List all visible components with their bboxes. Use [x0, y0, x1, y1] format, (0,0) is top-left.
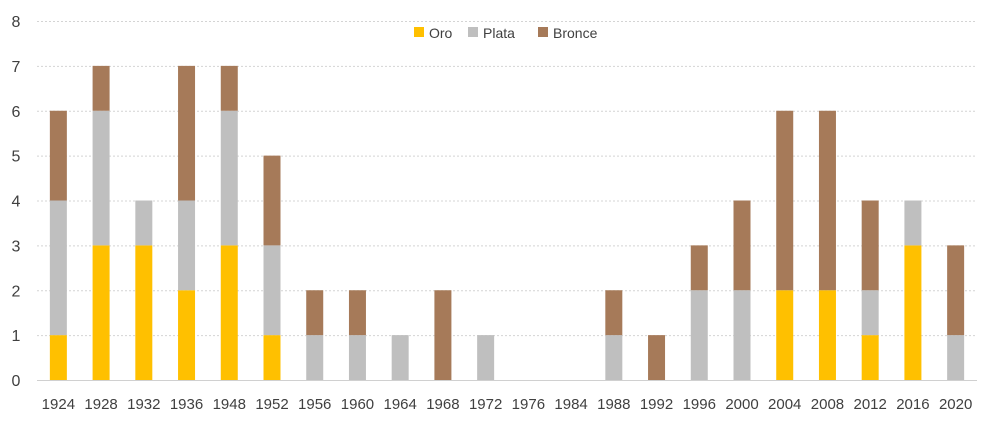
legend-label: Plata [483, 25, 515, 41]
legend-swatch [468, 27, 478, 37]
y-tick-label: 3 [12, 238, 21, 255]
x-tick-label: 1932 [127, 396, 160, 413]
bar-plata-1936 [178, 200, 196, 291]
gridlines [37, 21, 977, 337]
bar-plata-1996 [690, 290, 708, 380]
y-tick-label: 6 [12, 104, 21, 121]
bar-plata-1972 [477, 335, 495, 380]
x-tick-label: 1936 [170, 396, 203, 413]
x-tick-label: 1968 [426, 396, 459, 413]
x-tick-label: 1924 [42, 396, 75, 413]
bar-bronce-1988 [605, 290, 623, 336]
y-axis-ticks: 0 1 2 3 4 5 6 7 8 [12, 14, 21, 390]
legend: Oro Plata Bronce [414, 25, 598, 41]
bar-bronce-2012 [861, 200, 879, 291]
x-tick-label: 1956 [298, 396, 331, 413]
x-tick-label: 2000 [725, 396, 758, 413]
bar-oro-1948 [220, 245, 238, 380]
y-tick-label: 2 [12, 283, 21, 300]
bar-plata-1948 [220, 110, 238, 246]
x-axis-ticks: 1924 1928 1932 1936 1948 1952 1956 1960 1964 1968… [42, 396, 973, 413]
bar-plata-1928 [92, 110, 110, 246]
bar-bronce-1996 [690, 245, 708, 291]
bar-bronce-2020 [947, 245, 965, 336]
bar-bronce-1952 [263, 155, 281, 246]
x-tick-label: 1928 [84, 396, 117, 413]
bar-oro-2008 [818, 290, 836, 380]
x-tick-label: 1996 [683, 396, 716, 413]
bar-plata-2012 [861, 290, 879, 336]
bar-plata-1988 [605, 335, 623, 380]
bar-bronce-1928 [92, 65, 110, 111]
y-tick-label: 1 [12, 328, 21, 345]
x-tick-label: 1984 [554, 396, 587, 413]
legend-swatch [414, 27, 424, 37]
y-tick-label: 8 [12, 14, 21, 31]
bar-plata-1956 [306, 335, 324, 380]
x-tick-label: 1972 [469, 396, 502, 413]
bars [49, 65, 965, 380]
bar-bronce-2004 [776, 110, 794, 291]
bar-oro-1936 [178, 290, 196, 380]
bar-bronce-2008 [818, 110, 836, 291]
x-tick-label: 1948 [213, 396, 246, 413]
legend-item-plata: Plata [468, 25, 515, 41]
bar-plata-1932 [135, 200, 153, 246]
bar-oro-1932 [135, 245, 153, 380]
bar-plata-1964 [391, 335, 409, 380]
x-tick-label: 2016 [896, 396, 929, 413]
y-tick-label: 7 [12, 59, 21, 76]
bar-bronce-1924 [49, 110, 67, 201]
bar-bronce-1960 [348, 290, 366, 336]
bar-bronce-1956 [306, 290, 324, 336]
bar-bronce-1992 [648, 335, 666, 380]
bar-oro-2004 [776, 290, 794, 380]
bar-plata-2016 [904, 200, 922, 246]
x-tick-label: 1988 [597, 396, 630, 413]
bar-oro-2016 [904, 245, 922, 380]
bar-oro-2012 [861, 335, 879, 380]
bar-plata-2000 [733, 290, 751, 380]
bar-oro-1924 [49, 335, 67, 380]
x-tick-label: 1992 [640, 396, 673, 413]
x-tick-label: 2008 [811, 396, 844, 413]
bar-plata-1952 [263, 245, 281, 336]
bar-oro-1952 [263, 335, 281, 380]
bar-plata-1924 [49, 200, 67, 336]
x-tick-label: 2020 [939, 396, 972, 413]
x-tick-label: 2004 [768, 396, 801, 413]
legend-swatch [538, 27, 548, 37]
bar-plata-2020 [947, 335, 965, 380]
x-tick-label: 1976 [512, 396, 545, 413]
legend-item-oro: Oro [414, 25, 453, 41]
bar-bronce-1936 [178, 65, 196, 201]
bar-bronce-1948 [220, 65, 238, 111]
x-tick-label: 1964 [383, 396, 416, 413]
legend-label: Oro [429, 25, 453, 41]
bar-oro-1928 [92, 245, 110, 380]
legend-label: Bronce [553, 25, 598, 41]
legend-item-bronce: Bronce [538, 25, 598, 41]
x-tick-label: 2012 [853, 396, 886, 413]
x-tick-label: 1952 [255, 396, 288, 413]
bar-bronce-1968 [434, 290, 452, 380]
bar-plata-1960 [348, 335, 366, 380]
x-tick-label: 1960 [341, 396, 374, 413]
y-tick-label: 0 [12, 373, 21, 390]
y-tick-label: 4 [12, 194, 21, 211]
bar-bronce-2000 [733, 200, 751, 291]
y-tick-label: 5 [12, 149, 21, 166]
